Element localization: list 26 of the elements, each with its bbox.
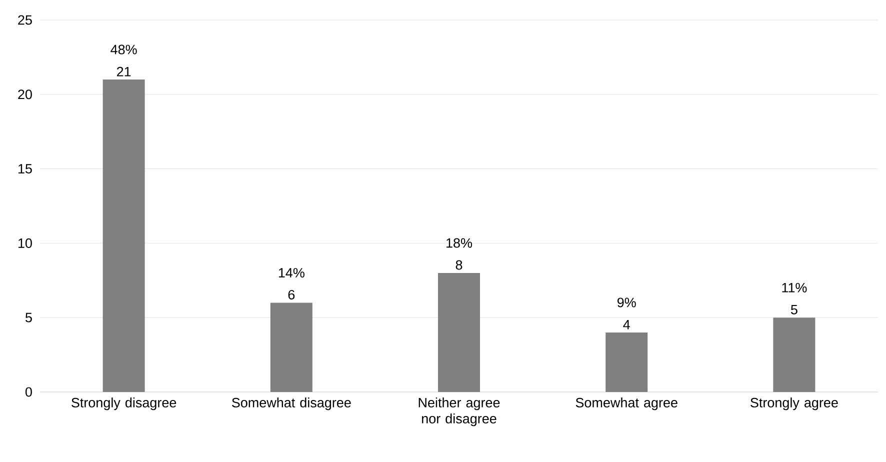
x-tick-label: Somewhat agree bbox=[576, 398, 678, 410]
annotation: 48% bbox=[110, 44, 137, 54]
y-tick-label: 10 bbox=[18, 238, 32, 248]
y-tick-label: 25 bbox=[18, 15, 32, 25]
bar bbox=[438, 272, 480, 392]
y-tick-label: 5 bbox=[26, 312, 32, 322]
x-tick-label: Strongly agree bbox=[750, 398, 838, 410]
bar bbox=[606, 332, 648, 392]
annotation: 14% bbox=[278, 268, 304, 278]
data-label: 5 bbox=[790, 304, 798, 314]
data-label: 6 bbox=[288, 290, 295, 300]
annotation: 9% bbox=[617, 298, 636, 308]
data-label: 4 bbox=[623, 320, 630, 330]
x-tick-label: Neither agree nor disagree bbox=[418, 398, 500, 426]
bar bbox=[773, 318, 816, 392]
x-tick-label: Strongly disagree bbox=[72, 398, 176, 410]
y-tick-label: 0 bbox=[26, 387, 32, 397]
bar bbox=[270, 302, 312, 392]
annotation: 18% bbox=[446, 238, 472, 248]
y-tick-label: 15 bbox=[18, 164, 32, 174]
data-label: 21 bbox=[116, 66, 131, 76]
annotation: 11% bbox=[782, 282, 807, 292]
bar bbox=[102, 80, 145, 392]
data-label: 8 bbox=[456, 260, 462, 270]
y-tick-label: 20 bbox=[18, 90, 32, 100]
x-tick-label: Somewhat disagree bbox=[232, 398, 351, 410]
